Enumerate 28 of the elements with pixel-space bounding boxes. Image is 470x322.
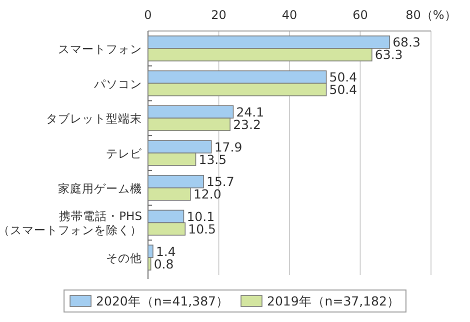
y-tick-label: パソコン [93, 76, 142, 91]
y-tick-label: 携帯電話・PHS （スマートフォンを除く） [0, 209, 142, 238]
data-label: 10.5 [188, 221, 216, 236]
legend-label: 2019年（n=37,182） [267, 294, 400, 308]
legend-label: 2020年（n=41,387） [96, 294, 229, 308]
x-tick-label: 20 [211, 8, 226, 22]
y-tick-label: テレビ [106, 146, 143, 160]
data-label: 63.3 [374, 47, 403, 62]
data-label: 50.4 [329, 70, 358, 85]
data-label: 68.3 [392, 34, 420, 50]
data-label: 1.4 [156, 244, 176, 259]
data-label: 10.1 [186, 208, 215, 224]
data-label: 17.9 [214, 139, 242, 154]
x-tick-label: 40 [282, 8, 298, 22]
data-label: 0.8 [154, 256, 174, 272]
data-label: 15.7 [206, 174, 234, 190]
y-tick-label: タブレット型端末 [46, 112, 142, 126]
data-label: 13.5 [198, 152, 227, 167]
x-tick-label: 60 [352, 8, 368, 22]
y-tick-label: スマートフォン [58, 42, 142, 56]
data-label: 12.0 [193, 186, 222, 202]
data-label: 23.2 [233, 116, 261, 132]
x-tick-label: 0 [144, 8, 152, 22]
x-tick-label: 80（%） [406, 8, 456, 22]
data-label: 24.1 [236, 104, 264, 120]
data-label: 50.4 [329, 82, 358, 98]
y-tick-label: その他 [106, 251, 142, 266]
y-tick-label: 家庭用ゲーム機 [58, 181, 142, 196]
